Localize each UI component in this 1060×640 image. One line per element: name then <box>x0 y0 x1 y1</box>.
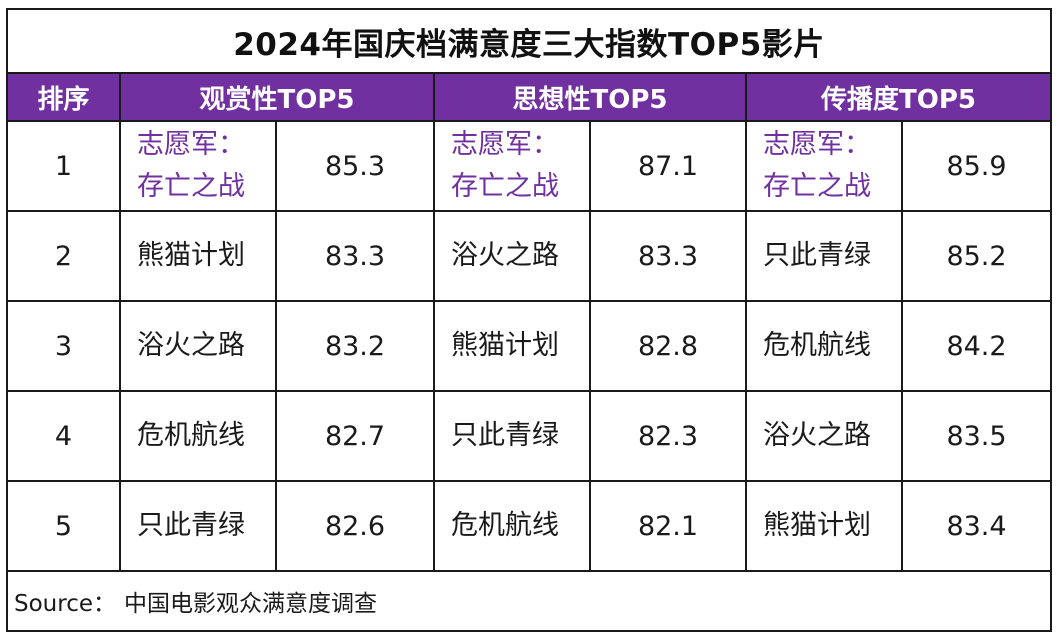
rank-cell: 5 <box>8 481 121 572</box>
table-row: 5 只此青绿 82.6 危机航线 82.1 熊猫计划 83.4 <box>8 481 1050 572</box>
film-name-line: 浴火之路 <box>763 420 871 451</box>
header-spread: 传播度TOP5 <box>746 74 1050 122</box>
score-cell: 83.3 <box>590 211 747 302</box>
header-rank: 排序 <box>8 74 121 122</box>
film-name-line: 只此青绿 <box>451 420 559 451</box>
table-row: 4 危机航线 82.7 只此青绿 82.3 浴火之路 83.5 <box>8 391 1050 482</box>
film-name-line: 存亡之战 <box>763 171 871 202</box>
film-name-cell: 志愿军： 存亡之战 <box>120 121 277 212</box>
rank-cell: 2 <box>8 211 121 302</box>
table-title: 2024年国庆档满意度三大指数TOP5影片 <box>8 10 1050 74</box>
film-name-cell: 浴火之路 <box>434 211 591 302</box>
film-name-line: 浴火之路 <box>451 240 559 271</box>
rank-cell: 1 <box>8 121 121 212</box>
film-name-cell: 熊猫计划 <box>746 481 903 572</box>
film-name-line: 危机航线 <box>763 330 871 361</box>
film-name-line: 熊猫计划 <box>451 330 559 361</box>
film-name-cell: 浴火之路 <box>120 301 277 392</box>
rank-cell: 4 <box>8 391 121 482</box>
film-name-cell: 熊猫计划 <box>120 211 277 302</box>
score-cell: 82.3 <box>590 391 747 482</box>
score-cell: 83.2 <box>276 301 435 392</box>
score-cell: 85.9 <box>902 121 1050 212</box>
ranking-table: 排序 观赏性TOP5 思想性TOP5 传播度TOP5 1 志愿军： 存亡之战 85.3… <box>8 74 1050 572</box>
film-name-line: 志愿军： <box>763 129 871 160</box>
film-name-cell: 危机航线 <box>434 481 591 572</box>
source-note: Source： 中国电影观众满意度调查 <box>8 572 1050 630</box>
score-cell: 82.6 <box>276 481 435 572</box>
score-cell: 82.8 <box>590 301 747 392</box>
film-name-line: 危机航线 <box>451 510 559 541</box>
film-name-line: 熊猫计划 <box>137 240 245 271</box>
film-name-line: 浴火之路 <box>137 330 245 361</box>
film-name-line: 存亡之战 <box>451 171 559 202</box>
film-name-line: 志愿军： <box>137 129 245 160</box>
film-name-line: 存亡之战 <box>137 171 245 202</box>
film-name-cell: 熊猫计划 <box>434 301 591 392</box>
score-cell: 82.7 <box>276 391 435 482</box>
film-name-cell: 危机航线 <box>746 301 903 392</box>
film-name-cell: 危机航线 <box>120 391 277 482</box>
film-name-cell: 只此青绿 <box>120 481 277 572</box>
header-viewing: 观赏性TOP5 <box>120 74 435 122</box>
score-cell: 83.4 <box>902 481 1050 572</box>
score-cell: 85.3 <box>276 121 435 212</box>
film-name-line: 志愿军： <box>451 129 559 160</box>
film-name-line: 危机航线 <box>137 420 245 451</box>
table-frame: 2024年国庆档满意度三大指数TOP5影片 排序 观赏性TOP5 思想性TOP5… <box>6 8 1052 632</box>
score-cell: 82.1 <box>590 481 747 572</box>
header-row: 排序 观赏性TOP5 思想性TOP5 传播度TOP5 <box>8 74 1050 122</box>
score-cell: 83.5 <box>902 391 1050 482</box>
score-cell: 84.2 <box>902 301 1050 392</box>
table-row: 2 熊猫计划 83.3 浴火之路 83.3 只此青绿 85.2 <box>8 211 1050 302</box>
table-row: 3 浴火之路 83.2 熊猫计划 82.8 危机航线 84.2 <box>8 301 1050 392</box>
film-name-cell: 志愿军： 存亡之战 <box>434 121 591 212</box>
rank-cell: 3 <box>8 301 121 392</box>
score-cell: 87.1 <box>590 121 747 212</box>
film-name-line: 熊猫计划 <box>763 510 871 541</box>
film-name-line: 只此青绿 <box>137 510 245 541</box>
source-label: Source： <box>14 591 116 617</box>
source-text: 中国电影观众满意度调查 <box>124 591 377 617</box>
film-name-cell: 只此青绿 <box>434 391 591 482</box>
film-name-cell: 志愿军： 存亡之战 <box>746 121 903 212</box>
score-cell: 83.3 <box>276 211 435 302</box>
table-row: 1 志愿军： 存亡之战 85.3 志愿军： 存亡之战 87.1 志愿军： 存亡之战 85.9 <box>8 121 1050 212</box>
film-name-cell: 浴火之路 <box>746 391 903 482</box>
film-name-cell: 只此青绿 <box>746 211 903 302</box>
film-name-line: 只此青绿 <box>763 240 871 271</box>
header-thought: 思想性TOP5 <box>434 74 747 122</box>
score-cell: 85.2 <box>902 211 1050 302</box>
